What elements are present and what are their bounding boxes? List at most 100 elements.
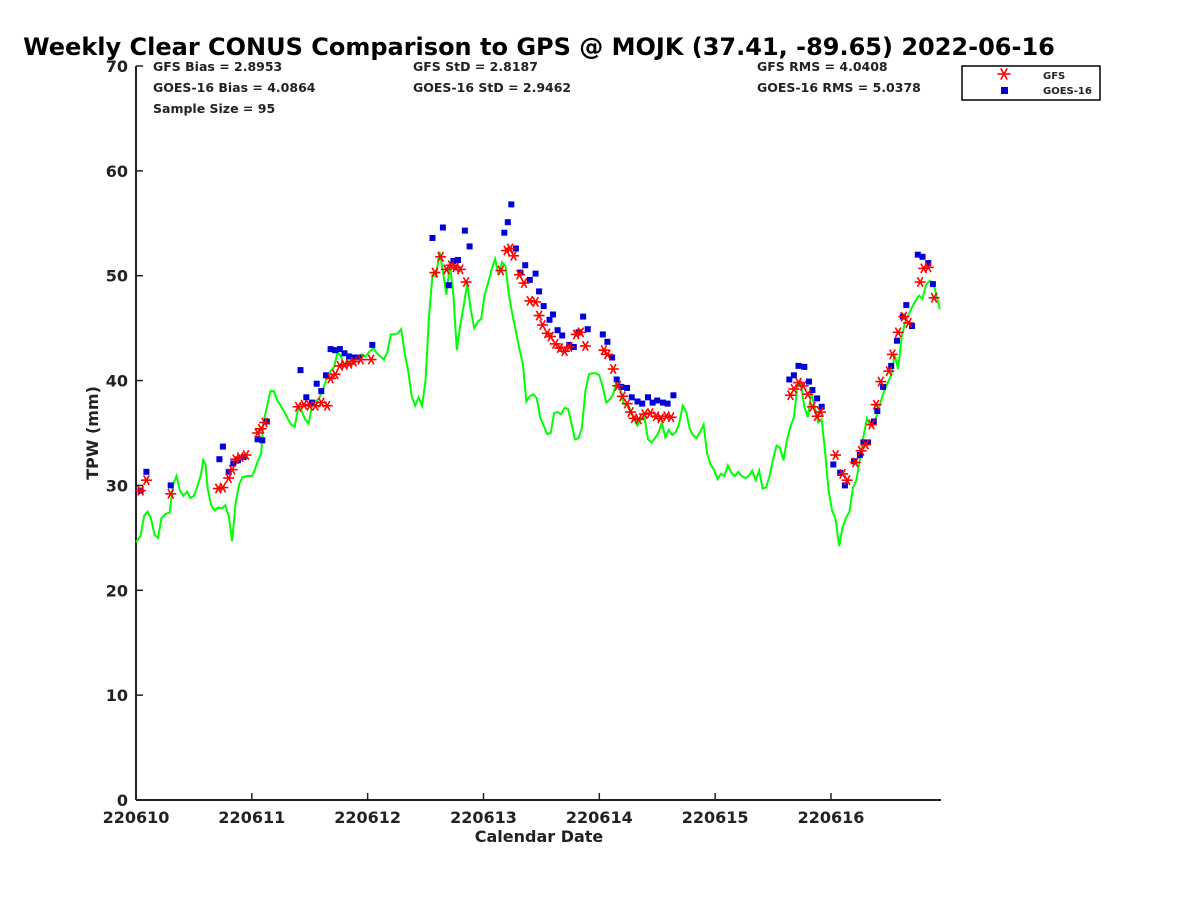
goes16-point xyxy=(532,270,539,277)
goes16-point xyxy=(259,437,266,444)
goes16-point xyxy=(649,399,656,406)
gfs-point xyxy=(802,389,814,400)
goes16-point xyxy=(336,346,343,353)
gfs-point xyxy=(898,311,910,322)
gfs-point xyxy=(429,267,441,278)
gfs-point xyxy=(217,482,229,493)
goes16-point xyxy=(660,399,666,406)
gfs-point xyxy=(579,340,591,352)
goes16-point xyxy=(894,337,900,344)
goes16-point xyxy=(501,229,508,236)
goes16-point xyxy=(540,303,547,310)
gfs-point xyxy=(549,338,561,350)
goes16-point xyxy=(522,262,529,269)
gfs-point xyxy=(601,349,613,360)
legend-gfs-label: GFS xyxy=(1043,71,1065,82)
gfs-point xyxy=(866,419,878,430)
goes16-point xyxy=(313,380,320,387)
goes16-point xyxy=(580,313,587,320)
x-tick-label: 220612 xyxy=(334,808,401,827)
gfs-point xyxy=(575,327,587,338)
y-tick-label: 10 xyxy=(106,686,128,705)
gfs-point xyxy=(259,417,271,428)
goes16-point xyxy=(369,341,376,348)
goes16-point xyxy=(929,281,936,288)
gfs-point xyxy=(140,475,152,486)
gfs-point xyxy=(621,398,633,409)
goes16-point xyxy=(254,436,261,443)
goes16-point xyxy=(860,439,867,446)
goes16-point xyxy=(327,346,334,353)
x-tick-label: 220613 xyxy=(450,808,517,827)
goes16-point xyxy=(429,235,436,241)
goes16-point xyxy=(439,224,446,231)
goes16-point xyxy=(604,338,611,345)
goes16-point xyxy=(461,227,468,234)
goes16-point xyxy=(584,326,591,333)
goes-rms-text: GOES-16 RMS = 5.0378 xyxy=(757,80,921,95)
goes16-point xyxy=(664,400,671,407)
gfs-point xyxy=(435,251,447,263)
goes16-point xyxy=(536,288,543,295)
x-axis-ticks: 220610 220611 220612 220613 220614 220615 2206… xyxy=(103,793,865,827)
goes16-point xyxy=(445,282,452,289)
gfs-point xyxy=(533,310,545,321)
gfs-point xyxy=(855,445,867,456)
goes16-point xyxy=(566,341,573,348)
gfs-point xyxy=(298,399,310,410)
gfs-point xyxy=(922,262,934,273)
goes16-point xyxy=(263,418,270,425)
goes16-point xyxy=(559,332,566,339)
gfs-point xyxy=(240,449,252,461)
gfs-point xyxy=(223,472,235,484)
goes16-point xyxy=(903,302,910,309)
gfs-points xyxy=(135,243,940,499)
goes16-point xyxy=(925,260,932,267)
goes16-point xyxy=(624,384,631,391)
x-tick-label: 220611 xyxy=(218,808,285,827)
gfs-std-text: GFS StD = 2.8187 xyxy=(413,59,538,74)
goes16-point xyxy=(814,395,821,402)
gfs-point xyxy=(252,427,264,439)
y-tick-label: 0 xyxy=(117,791,128,810)
goes16-point xyxy=(639,400,646,407)
gfs-point xyxy=(537,319,549,331)
goes16-point xyxy=(609,354,616,361)
y-tick-label: 70 xyxy=(106,57,128,76)
goes-bias-text: GOES-16 Bias = 4.0864 xyxy=(153,80,316,95)
gfs-point xyxy=(454,264,466,275)
gfs-point xyxy=(563,341,575,353)
goes16-point xyxy=(143,468,150,475)
gfs-point xyxy=(530,296,542,308)
goes16-point xyxy=(219,443,226,450)
gfs-point xyxy=(559,346,571,357)
goes16-point xyxy=(225,468,232,475)
gfs-rms-text: GFS RMS = 4.0408 xyxy=(757,59,888,74)
goes16-point xyxy=(216,456,223,463)
goes16-point xyxy=(466,243,473,250)
goes16-points xyxy=(137,201,936,494)
y-axis-ticks: 0 10 20 30 40 50 60 70 xyxy=(106,57,143,810)
y-tick-label: 60 xyxy=(106,162,128,181)
gfs-point xyxy=(598,344,610,356)
plot-area xyxy=(135,66,941,801)
legend-goes-marker xyxy=(1001,87,1008,94)
goes16-point xyxy=(795,362,802,369)
x-tick-label: 220614 xyxy=(566,808,633,827)
goes16-point xyxy=(634,398,641,405)
gfs-point xyxy=(830,449,842,461)
x-tick-label: 220616 xyxy=(798,808,865,827)
goes16-point xyxy=(341,350,348,357)
chart-title: Weekly Clear CONUS Comparison to GPS @ M… xyxy=(23,33,1055,61)
gfs-point xyxy=(135,485,147,496)
gfs-point xyxy=(612,380,624,391)
gfs-point xyxy=(518,277,530,289)
goes16-point xyxy=(865,439,871,446)
gfs-point xyxy=(226,464,238,475)
gfs-point xyxy=(513,269,525,280)
gfs-point xyxy=(788,383,800,395)
y-tick-label: 20 xyxy=(106,581,128,600)
gfs-point xyxy=(903,317,915,329)
goes16-point xyxy=(841,482,848,489)
